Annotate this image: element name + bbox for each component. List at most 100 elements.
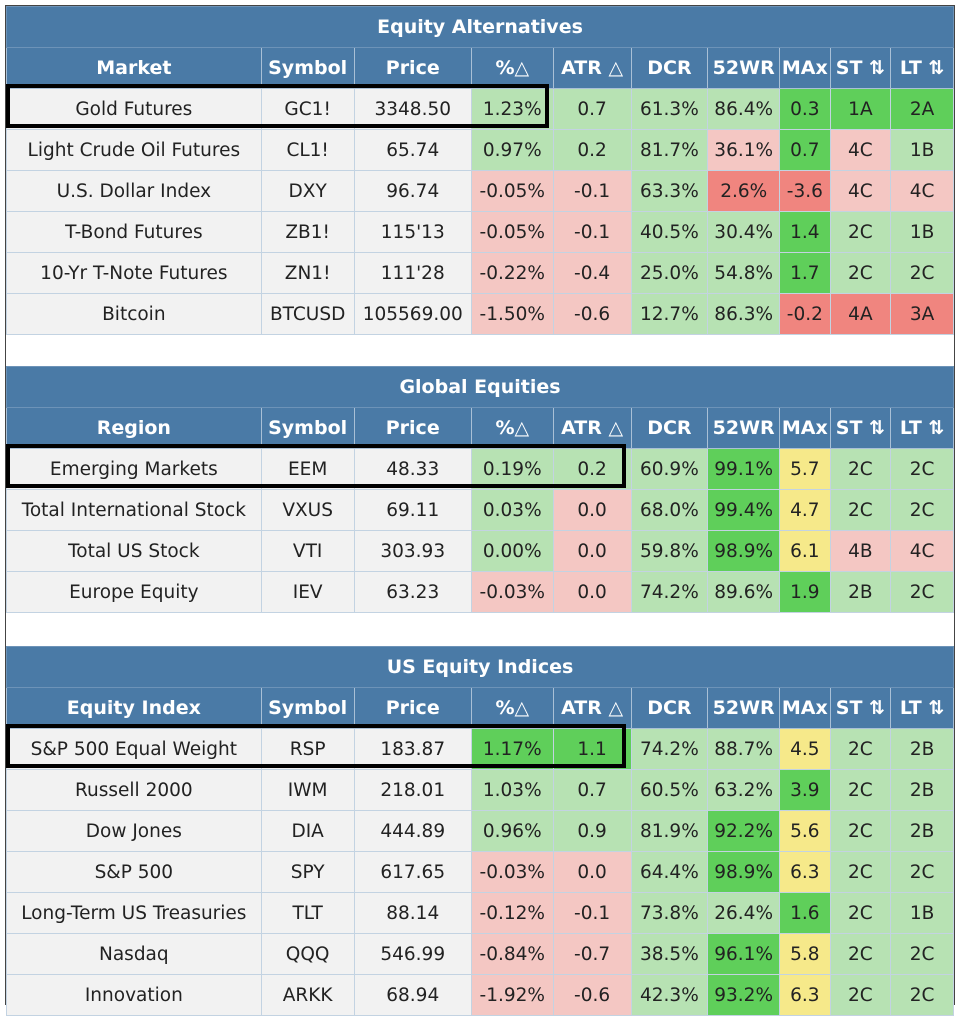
column-header-name[interactable]: Region [6,407,262,449]
cell-max: 1.7 [779,252,831,294]
cell-st: 2B [829,571,892,613]
cell-atr-change: -0.6 [552,974,632,1016]
cell-atr-change: 0.2 [552,448,632,490]
cell-lt: 4C [890,530,954,572]
global-equities-title: Global Equities [6,366,954,408]
cell-symbol: CL1! [260,129,355,171]
cell-pct-change: 0.03% [470,489,554,531]
cell-atr-change: -0.6 [552,293,632,335]
cell-max: -0.2 [779,293,831,335]
cell-max: 6.3 [779,974,831,1016]
cell-name: T-Bond Futures [6,211,262,253]
table-row[interactable]: Nasdaq QQQ 546.99 -0.84% -0.7 38.5% 96.1% 5.8 2C… [6,933,954,975]
cell-52wr: 96.1% [707,933,781,975]
table-row[interactable]: S&P 500 Equal Weight RSP 183.87 1.17% 1.1 74.… [6,728,954,770]
cell-52wr: 99.4% [707,489,781,531]
cell-lt: 2C [890,448,954,490]
cell-name: Emerging Markets [6,448,262,490]
column-header-atr-change[interactable]: ATR △ [552,687,632,729]
column-header-price[interactable]: Price [353,407,472,449]
cell-pct-change: -0.03% [470,851,554,893]
cell-name: 10-Yr T-Note Futures [6,252,262,294]
cell-symbol: GC1! [260,88,355,130]
table-row[interactable]: Emerging Markets EEM 48.33 0.19% 0.2 60.9% 99.… [6,448,954,490]
column-header-52wr[interactable]: 52WR [707,687,781,729]
column-header-price[interactable]: Price [353,47,472,89]
column-header-lt[interactable]: LT ⇅ [890,687,954,729]
cell-lt: 1B [890,211,954,253]
cell-pct-change: -0.84% [470,933,554,975]
cell-lt: 1B [890,129,954,171]
table-row[interactable]: T-Bond Futures ZB1! 115'13 -0.05% -0.1 40.5% 3… [6,211,954,253]
cell-symbol: ARKK [260,974,355,1016]
cell-st: 2C [829,933,892,975]
column-header-dcr[interactable]: DCR [630,407,709,449]
column-header-pct-change[interactable]: %△ [470,47,554,89]
cell-52wr: 89.6% [707,571,781,613]
column-header-52wr[interactable]: 52WR [707,407,781,449]
global-equities-table: Global Equities Region Symbol Price %△ ATR △ D… [6,366,954,613]
table-row[interactable]: 10-Yr T-Note Futures ZN1! 111'28 -0.22% -0.4… [6,252,954,294]
column-header-max[interactable]: MAx [779,687,831,729]
cell-52wr: 30.4% [707,211,781,253]
cell-price: 546.99 [353,933,472,975]
table-row[interactable]: Dow Jones DIA 444.89 0.96% 0.9 81.9% 92.2% 5.6 2… [6,810,954,852]
cell-symbol: QQQ [260,933,355,975]
column-header-atr-change[interactable]: ATR △ [552,47,632,89]
cell-max: 0.7 [779,129,831,171]
column-header-lt[interactable]: LT ⇅ [890,407,954,449]
cell-symbol: VXUS [260,489,355,531]
cell-52wr: 2.6% [707,170,781,212]
table-row[interactable]: Long-Term US Treasuries TLT 88.14 -0.12% -0.… [6,892,954,934]
column-header-st[interactable]: ST ⇅ [829,47,892,89]
cell-dcr: 74.2% [630,571,709,613]
column-header-dcr[interactable]: DCR [630,47,709,89]
column-header-dcr[interactable]: DCR [630,687,709,729]
column-header-st[interactable]: ST ⇅ [829,407,892,449]
cell-pct-change: 0.96% [470,810,554,852]
table-row[interactable]: S&P 500 SPY 617.65 -0.03% 0.0 64.4% 98.9% 6.3 2C… [6,851,954,893]
column-header-max[interactable]: MAx [779,407,831,449]
cell-max: 1.9 [779,571,831,613]
cell-dcr: 12.7% [630,293,709,335]
column-header-pct-change[interactable]: %△ [470,407,554,449]
column-header-52wr[interactable]: 52WR [707,47,781,89]
table-row[interactable]: Europe Equity IEV 63.23 -0.03% 0.0 74.2% 89.6%… [6,571,954,613]
cell-name: Nasdaq [6,933,262,975]
table-row[interactable]: Total US Stock VTI 303.93 0.00% 0.0 59.8% 98.9… [6,530,954,572]
us-equity-indices-title: US Equity Indices [6,646,954,688]
table-row[interactable]: Light Crude Oil Futures CL1! 65.74 0.97% 0.2… [6,129,954,171]
column-header-max[interactable]: MAx [779,47,831,89]
column-header-name[interactable]: Equity Index [6,687,262,729]
table-row[interactable]: Russell 2000 IWM 218.01 1.03% 0.7 60.5% 63.2% 3… [6,769,954,811]
cell-atr-change: 0.2 [552,129,632,171]
column-header-atr-change[interactable]: ATR △ [552,407,632,449]
cell-pct-change: -0.05% [470,211,554,253]
column-header-st[interactable]: ST ⇅ [829,687,892,729]
column-header-price[interactable]: Price [353,687,472,729]
table-row[interactable]: Gold Futures GC1! 3348.50 1.23% 0.7 61.3% 86.4… [6,88,954,130]
table-row[interactable]: Innovation ARKK 68.94 -1.92% -0.6 42.3% 93.2% 6… [6,974,954,1016]
column-header-symbol[interactable]: Symbol [260,407,355,449]
cell-max: 6.3 [779,851,831,893]
cell-pct-change: 0.00% [470,530,554,572]
column-header-pct-change[interactable]: %△ [470,687,554,729]
cell-name: Long-Term US Treasuries [6,892,262,934]
column-header-name[interactable]: Market [6,47,262,89]
table-row[interactable]: U.S. Dollar Index DXY 96.74 -0.05% -0.1 63.3%… [6,170,954,212]
column-header-symbol[interactable]: Symbol [260,687,355,729]
cell-name: Bitcoin [6,293,262,335]
cell-max: 6.1 [779,530,831,572]
column-header-symbol[interactable]: Symbol [260,47,355,89]
column-header-lt[interactable]: LT ⇅ [890,47,954,89]
cell-name: Europe Equity [6,571,262,613]
cell-lt: 1B [890,892,954,934]
cell-st: 4C [829,129,892,171]
cell-lt: 2B [890,810,954,852]
table-row[interactable]: Total International Stock VXUS 69.11 0.03% 0… [6,489,954,531]
cell-dcr: 68.0% [630,489,709,531]
cell-52wr: 92.2% [707,810,781,852]
cell-52wr: 88.7% [707,728,781,770]
cell-price: 96.74 [353,170,472,212]
table-row[interactable]: Bitcoin BTCUSD 105569.00 -1.50% -0.6 12.7% 86.… [6,293,954,335]
